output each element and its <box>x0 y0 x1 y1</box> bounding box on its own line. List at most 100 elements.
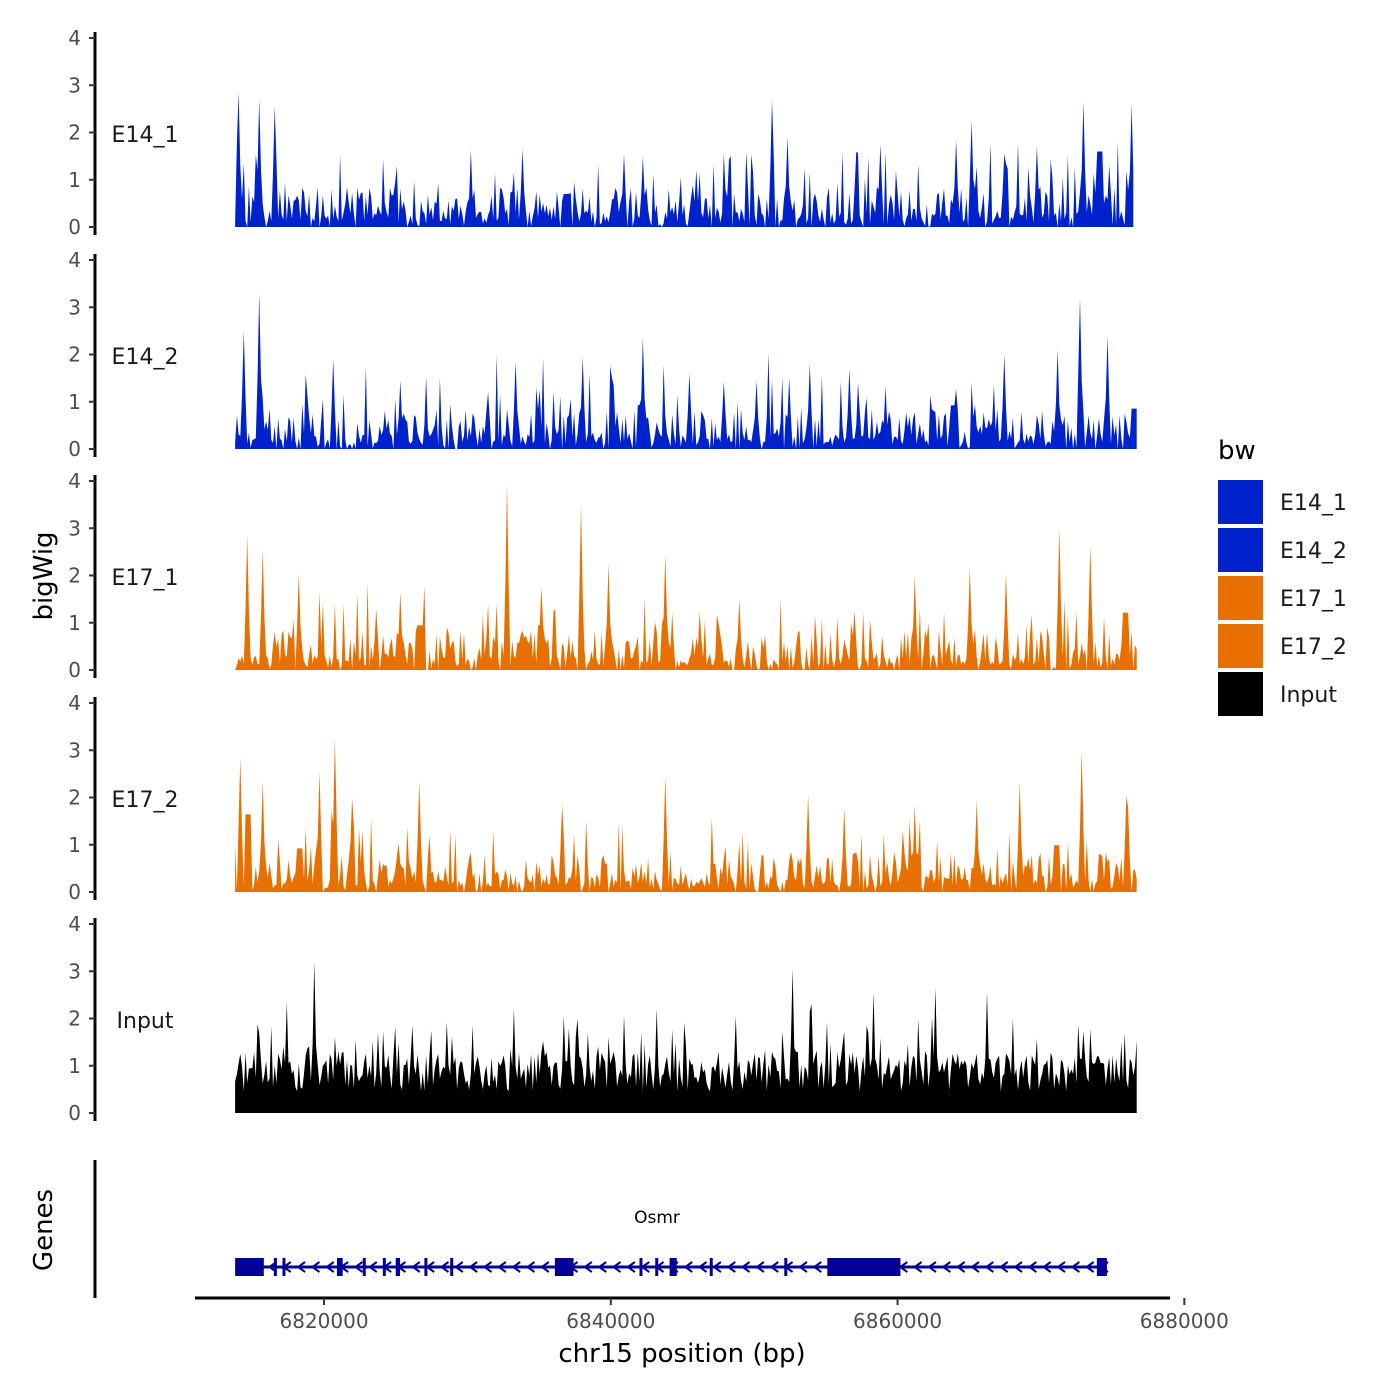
track-E14_1: 0 1 2 3 4 E14_1 <box>68 26 1134 239</box>
y-tick-label: 3 <box>68 738 81 762</box>
y-tick-label: 4 <box>68 248 81 272</box>
legend-label: E17_1 <box>1280 587 1347 612</box>
legend-label: E17_2 <box>1280 635 1347 660</box>
strand-arrow <box>1056 1261 1066 1273</box>
strand-arrow <box>626 1261 636 1273</box>
legend-title: bw <box>1218 436 1256 466</box>
strand-arrow <box>511 1261 521 1273</box>
gene-exon <box>282 1258 286 1276</box>
strand-arrow <box>984 1261 994 1273</box>
strand-arrow <box>540 1261 550 1273</box>
legend: bw E14_1 E14_2 E17_1 E17_2 Input <box>1218 436 1347 716</box>
y-tick-label: 4 <box>68 691 81 715</box>
signal-area-E17_2 <box>235 738 1137 892</box>
x-axis: 6820000 6840000 6860000 6880000 <box>195 1296 1229 1333</box>
strand-arrow <box>597 1261 607 1273</box>
track-E14_2: 0 1 2 3 4 E14_2 <box>68 248 1137 461</box>
strand-arrow <box>1084 1261 1095 1273</box>
strand-arrow <box>611 1261 622 1273</box>
y-tick-label: 2 <box>68 343 81 367</box>
y-tick-label: 2 <box>68 786 81 810</box>
strand-arrow <box>310 1261 321 1273</box>
track-E17_1: 0 1 2 3 4 E17_1 <box>68 469 1137 682</box>
x-axis-title: chr15 position (bp) <box>558 1339 805 1369</box>
strand-arrow <box>482 1261 493 1273</box>
y-tick-label: 1 <box>68 833 81 857</box>
y-tick-label: 0 <box>68 1101 81 1125</box>
gene-exon <box>669 1258 677 1276</box>
strand-arrow <box>927 1261 937 1273</box>
strand-arrow <box>1070 1261 1080 1273</box>
legend-label: E14_1 <box>1280 491 1347 516</box>
y-axis-title: bigWig <box>29 531 59 620</box>
x-tick-label: 6840000 <box>566 1309 655 1333</box>
strand-arrow <box>296 1261 306 1273</box>
strand-arrow <box>411 1261 421 1273</box>
strand-arrow <box>353 1261 364 1273</box>
signal-area-Input <box>235 961 1137 1113</box>
strand-arrow <box>583 1261 593 1273</box>
gene-exon <box>655 1258 659 1276</box>
legend-swatch <box>1218 576 1263 620</box>
legend-swatch <box>1218 480 1263 524</box>
strand-arrow <box>439 1261 450 1273</box>
legend-item-E14_2: E14_2 <box>1218 528 1347 572</box>
x-tick-label: 6880000 <box>1140 1309 1229 1333</box>
gene-exon <box>362 1258 366 1276</box>
strand-arrow <box>912 1261 923 1273</box>
y-tick-label: 1 <box>68 390 81 414</box>
y-tick-label: 3 <box>68 295 81 319</box>
gene-exon <box>395 1258 401 1276</box>
track-Input: 0 1 2 3 4 Input <box>68 912 1137 1125</box>
gene-exon <box>1096 1258 1107 1276</box>
y-tick-label: 4 <box>68 912 81 936</box>
track-label: Input <box>117 1009 174 1034</box>
y-tick-label: 0 <box>68 880 81 904</box>
y-tick-label: 1 <box>68 1054 81 1078</box>
gene-exon <box>639 1258 643 1276</box>
strand-arrow <box>697 1261 708 1273</box>
strand-arrow <box>368 1261 378 1273</box>
legend-label: E14_2 <box>1280 539 1347 564</box>
strand-arrow <box>740 1261 751 1273</box>
strand-arrow <box>812 1261 822 1273</box>
strand-arrow <box>683 1261 693 1273</box>
strand-arrow <box>497 1261 507 1273</box>
strand-arrow <box>525 1261 536 1273</box>
track-label: E17_2 <box>112 788 179 813</box>
gene-exon <box>827 1258 901 1276</box>
gene-exon <box>336 1258 343 1276</box>
legend-item-Input: Input <box>1218 672 1337 716</box>
track-E17_2: 0 1 2 3 4 E17_2 <box>68 691 1137 904</box>
legend-swatch <box>1218 624 1263 668</box>
legend-item-E17_1: E17_1 <box>1218 576 1347 620</box>
x-tick-label: 6860000 <box>853 1309 942 1333</box>
track-label: E17_1 <box>112 566 179 591</box>
gene-name-label: Osmr <box>634 1208 680 1228</box>
legend-item-E17_2: E17_2 <box>1218 624 1347 668</box>
x-tick-label: 6820000 <box>280 1309 369 1333</box>
gene-exon <box>784 1258 788 1276</box>
gene-exon <box>709 1258 713 1276</box>
y-tick-label: 2 <box>68 564 81 588</box>
legend-swatch <box>1218 528 1263 572</box>
legend-label: Input <box>1280 683 1337 708</box>
legend-item-E14_1: E14_1 <box>1218 480 1347 524</box>
strand-arrow <box>726 1261 736 1273</box>
gene-track: Osmr <box>93 1160 1109 1298</box>
gene-exon <box>235 1258 264 1276</box>
gene-exon <box>424 1258 428 1276</box>
strand-arrow <box>325 1261 335 1273</box>
strand-arrow <box>1041 1261 1052 1273</box>
strand-arrow <box>798 1261 808 1273</box>
strand-arrow <box>955 1261 966 1273</box>
y-tick-label: 1 <box>68 611 81 635</box>
y-tick-label: 0 <box>68 658 81 682</box>
gene-exon <box>554 1258 574 1276</box>
y-tick-label: 0 <box>68 437 81 461</box>
strand-arrow <box>1013 1261 1023 1273</box>
strand-arrow <box>998 1261 1009 1273</box>
signal-area-E17_1 <box>235 483 1137 670</box>
strand-arrow <box>454 1261 464 1273</box>
